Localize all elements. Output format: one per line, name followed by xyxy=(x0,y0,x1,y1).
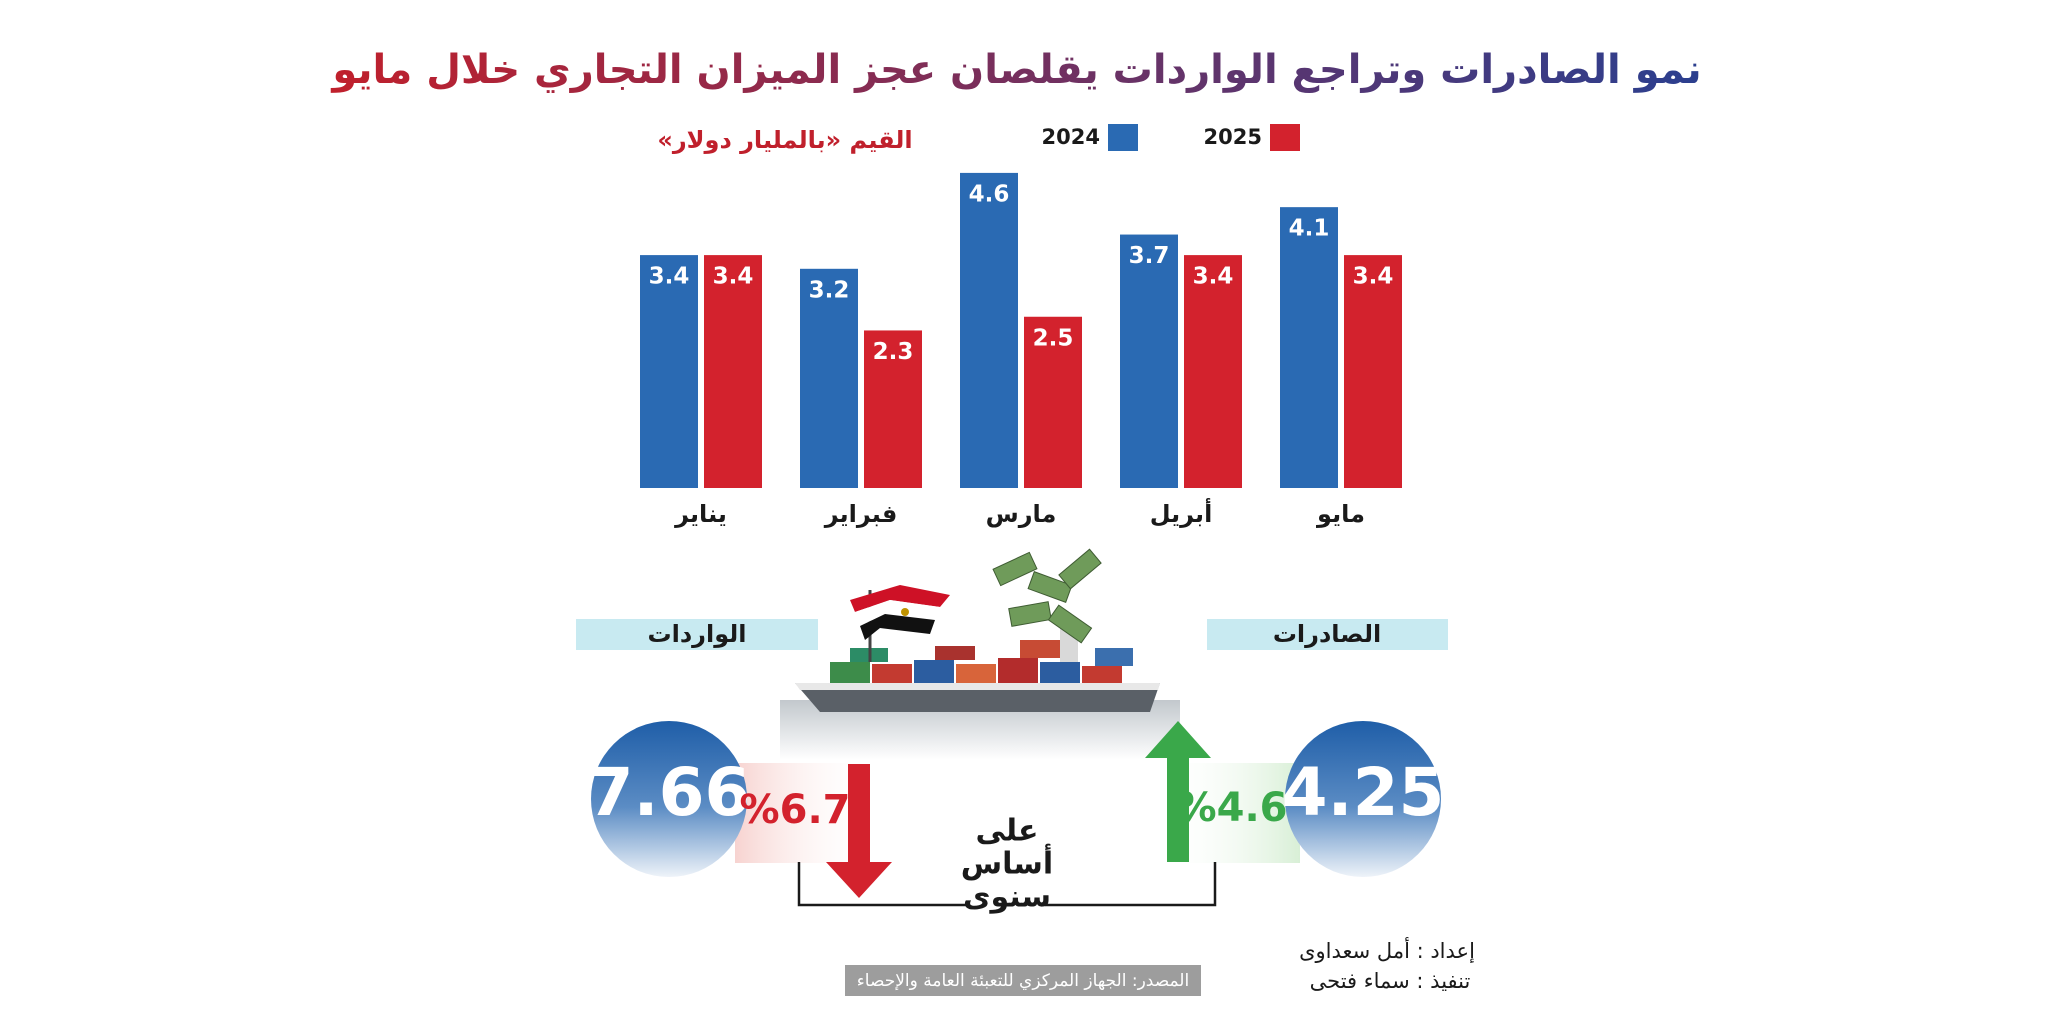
bar xyxy=(960,172,1018,488)
imports-label-box xyxy=(576,619,818,650)
exports-label: الصادرات xyxy=(1273,620,1381,648)
imports-value: 7.66 xyxy=(588,754,751,831)
value-label: 3.4 xyxy=(1353,264,1394,290)
legend-swatch xyxy=(1270,124,1300,151)
bracket-right xyxy=(1045,862,1217,907)
bar xyxy=(800,268,858,488)
bar xyxy=(1024,316,1082,488)
imports-label: الواردات xyxy=(648,620,747,648)
bar xyxy=(1184,255,1242,488)
exports-circle xyxy=(1285,721,1441,877)
imports-change: %6.7 xyxy=(740,787,851,833)
value-label: 2.5 xyxy=(1033,325,1074,351)
category-label: أبريل xyxy=(1150,498,1213,528)
value-label: 3.4 xyxy=(1193,264,1234,290)
value-label: 2.3 xyxy=(873,339,914,365)
bar xyxy=(864,330,922,488)
basis-line: على xyxy=(975,814,1038,849)
category-label: مارس xyxy=(986,500,1057,528)
up-arrow xyxy=(1145,721,1211,862)
imports-circle xyxy=(591,721,747,877)
exports-label-box xyxy=(1207,619,1448,650)
ship-illustration xyxy=(780,548,1180,760)
title: نمو الصادرات وتراجع الواردات يقلصان عجز … xyxy=(330,47,1701,93)
legend-label: 2025 xyxy=(1204,125,1262,149)
value-label: 3.7 xyxy=(1129,243,1170,269)
category-label: يناير xyxy=(674,500,727,528)
value-label: 3.4 xyxy=(649,264,690,290)
bar xyxy=(640,255,698,488)
basis-line: سنوى xyxy=(963,880,1051,915)
value-label: 3.2 xyxy=(809,277,850,303)
exports-change: %4.6 xyxy=(1177,785,1288,831)
value-label: 4.1 xyxy=(1289,216,1330,242)
category-label: مايو xyxy=(1316,500,1365,528)
down-arrow xyxy=(826,764,892,898)
bar xyxy=(1344,255,1402,488)
exports-value: 4.25 xyxy=(1282,754,1445,831)
executed-by: تنفيذ : سماء فتحى xyxy=(1310,969,1471,993)
subtitle: القيم «بالمليار دولار» xyxy=(657,126,912,154)
bar xyxy=(1120,234,1178,488)
legend-swatch xyxy=(1108,124,1138,151)
bar xyxy=(704,255,762,488)
legend-label: 2024 xyxy=(1042,125,1100,149)
value-label: 3.4 xyxy=(713,264,754,290)
bracket-left xyxy=(797,862,966,907)
basis-line: أساس xyxy=(961,844,1053,882)
bar xyxy=(1280,207,1338,488)
prepared-by: إعداد : أمل سعداوى xyxy=(1299,937,1475,964)
category-label: فبراير xyxy=(824,500,898,528)
value-label: 4.6 xyxy=(969,181,1010,207)
source-box xyxy=(845,965,1201,996)
source: المصدر: الجهاز المركزي للتعبئة العامة وا… xyxy=(857,971,1189,991)
